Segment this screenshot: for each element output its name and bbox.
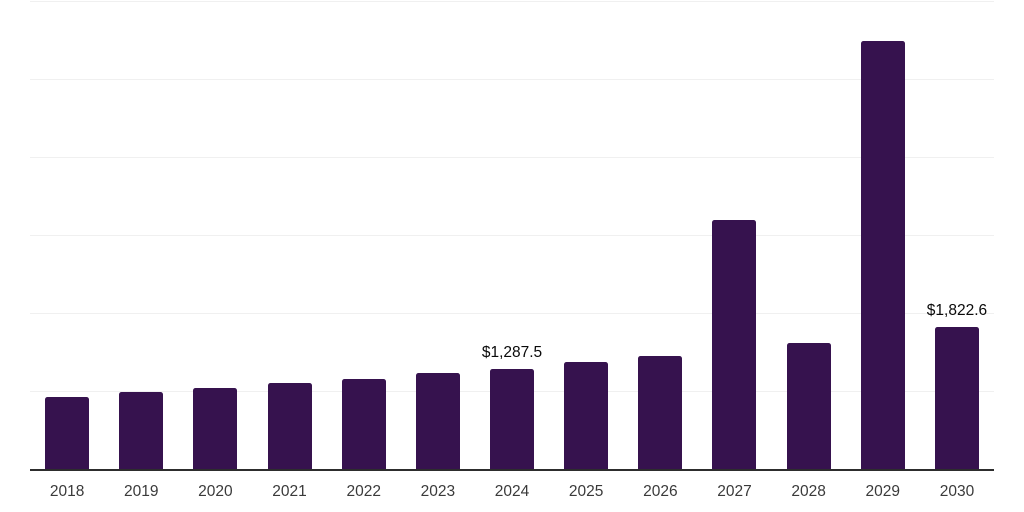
bar-column-2021 [252,1,326,469]
bar-2022 [341,379,386,469]
bar-2029 [860,40,905,469]
x-tick-label-2018: 2018 [49,483,85,500]
x-tick-label-2028: 2028 [791,483,826,500]
x-tick-label-2029: 2029 [865,483,901,500]
bar-2023 [415,373,460,469]
bar-2025 [564,362,609,469]
bar-column-2024: $1,287.5 [475,1,549,469]
x-axis-tick-labels: 2018 2019 2020 2021 2022 2023 2024 2025 2026 2027… [30,483,994,500]
bar-column-2027 [697,1,771,469]
bar-2021 [267,383,312,469]
bar-2026 [638,356,683,469]
bar-column-2025 [549,1,623,469]
x-tick-label-2030: 2030 [939,483,975,500]
bar-2024 [490,368,535,469]
bar-column-2022 [327,1,401,469]
x-tick-label-2024: 2024 [494,483,530,500]
bar-column-2019 [104,1,178,469]
bar-column-2018 [30,1,104,469]
bar-column-2029 [846,1,920,469]
bar-column-2028 [772,1,846,469]
bar-2028 [786,343,831,469]
data-label-2030: $1,822.6 [926,302,988,320]
bar-2019 [119,392,164,469]
gridline [30,235,994,236]
data-label-2024: $1,287.5 [481,344,543,362]
bar-column-2026 [623,1,697,469]
x-tick-label-2023: 2023 [420,483,456,500]
x-tick-label-2021: 2021 [272,483,307,500]
x-tick-label-2020: 2020 [198,483,233,500]
bar-2020 [193,387,238,469]
plot-area: $1,287.5 $1,822.6 [30,1,994,471]
x-tick-label-2025: 2025 [568,483,604,500]
bar-column-2023 [401,1,475,469]
x-tick-label-2027: 2027 [717,483,752,500]
bar-2030 [934,326,979,469]
bars-group: $1,287.5 $1,822.6 [30,1,994,469]
x-tick-label-2022: 2022 [346,483,381,500]
gridline [30,313,994,314]
x-tick-label-2019: 2019 [123,483,159,500]
x-tick-label-2026: 2026 [643,483,678,500]
gridline [30,157,994,158]
x-axis-line [30,469,994,471]
bar-column-2030: $1,822.6 [920,1,994,469]
gridline [30,1,994,2]
bar-2018 [45,397,90,469]
bar-column-2020 [178,1,252,469]
gridline [30,79,994,80]
bar-2027 [712,220,757,469]
